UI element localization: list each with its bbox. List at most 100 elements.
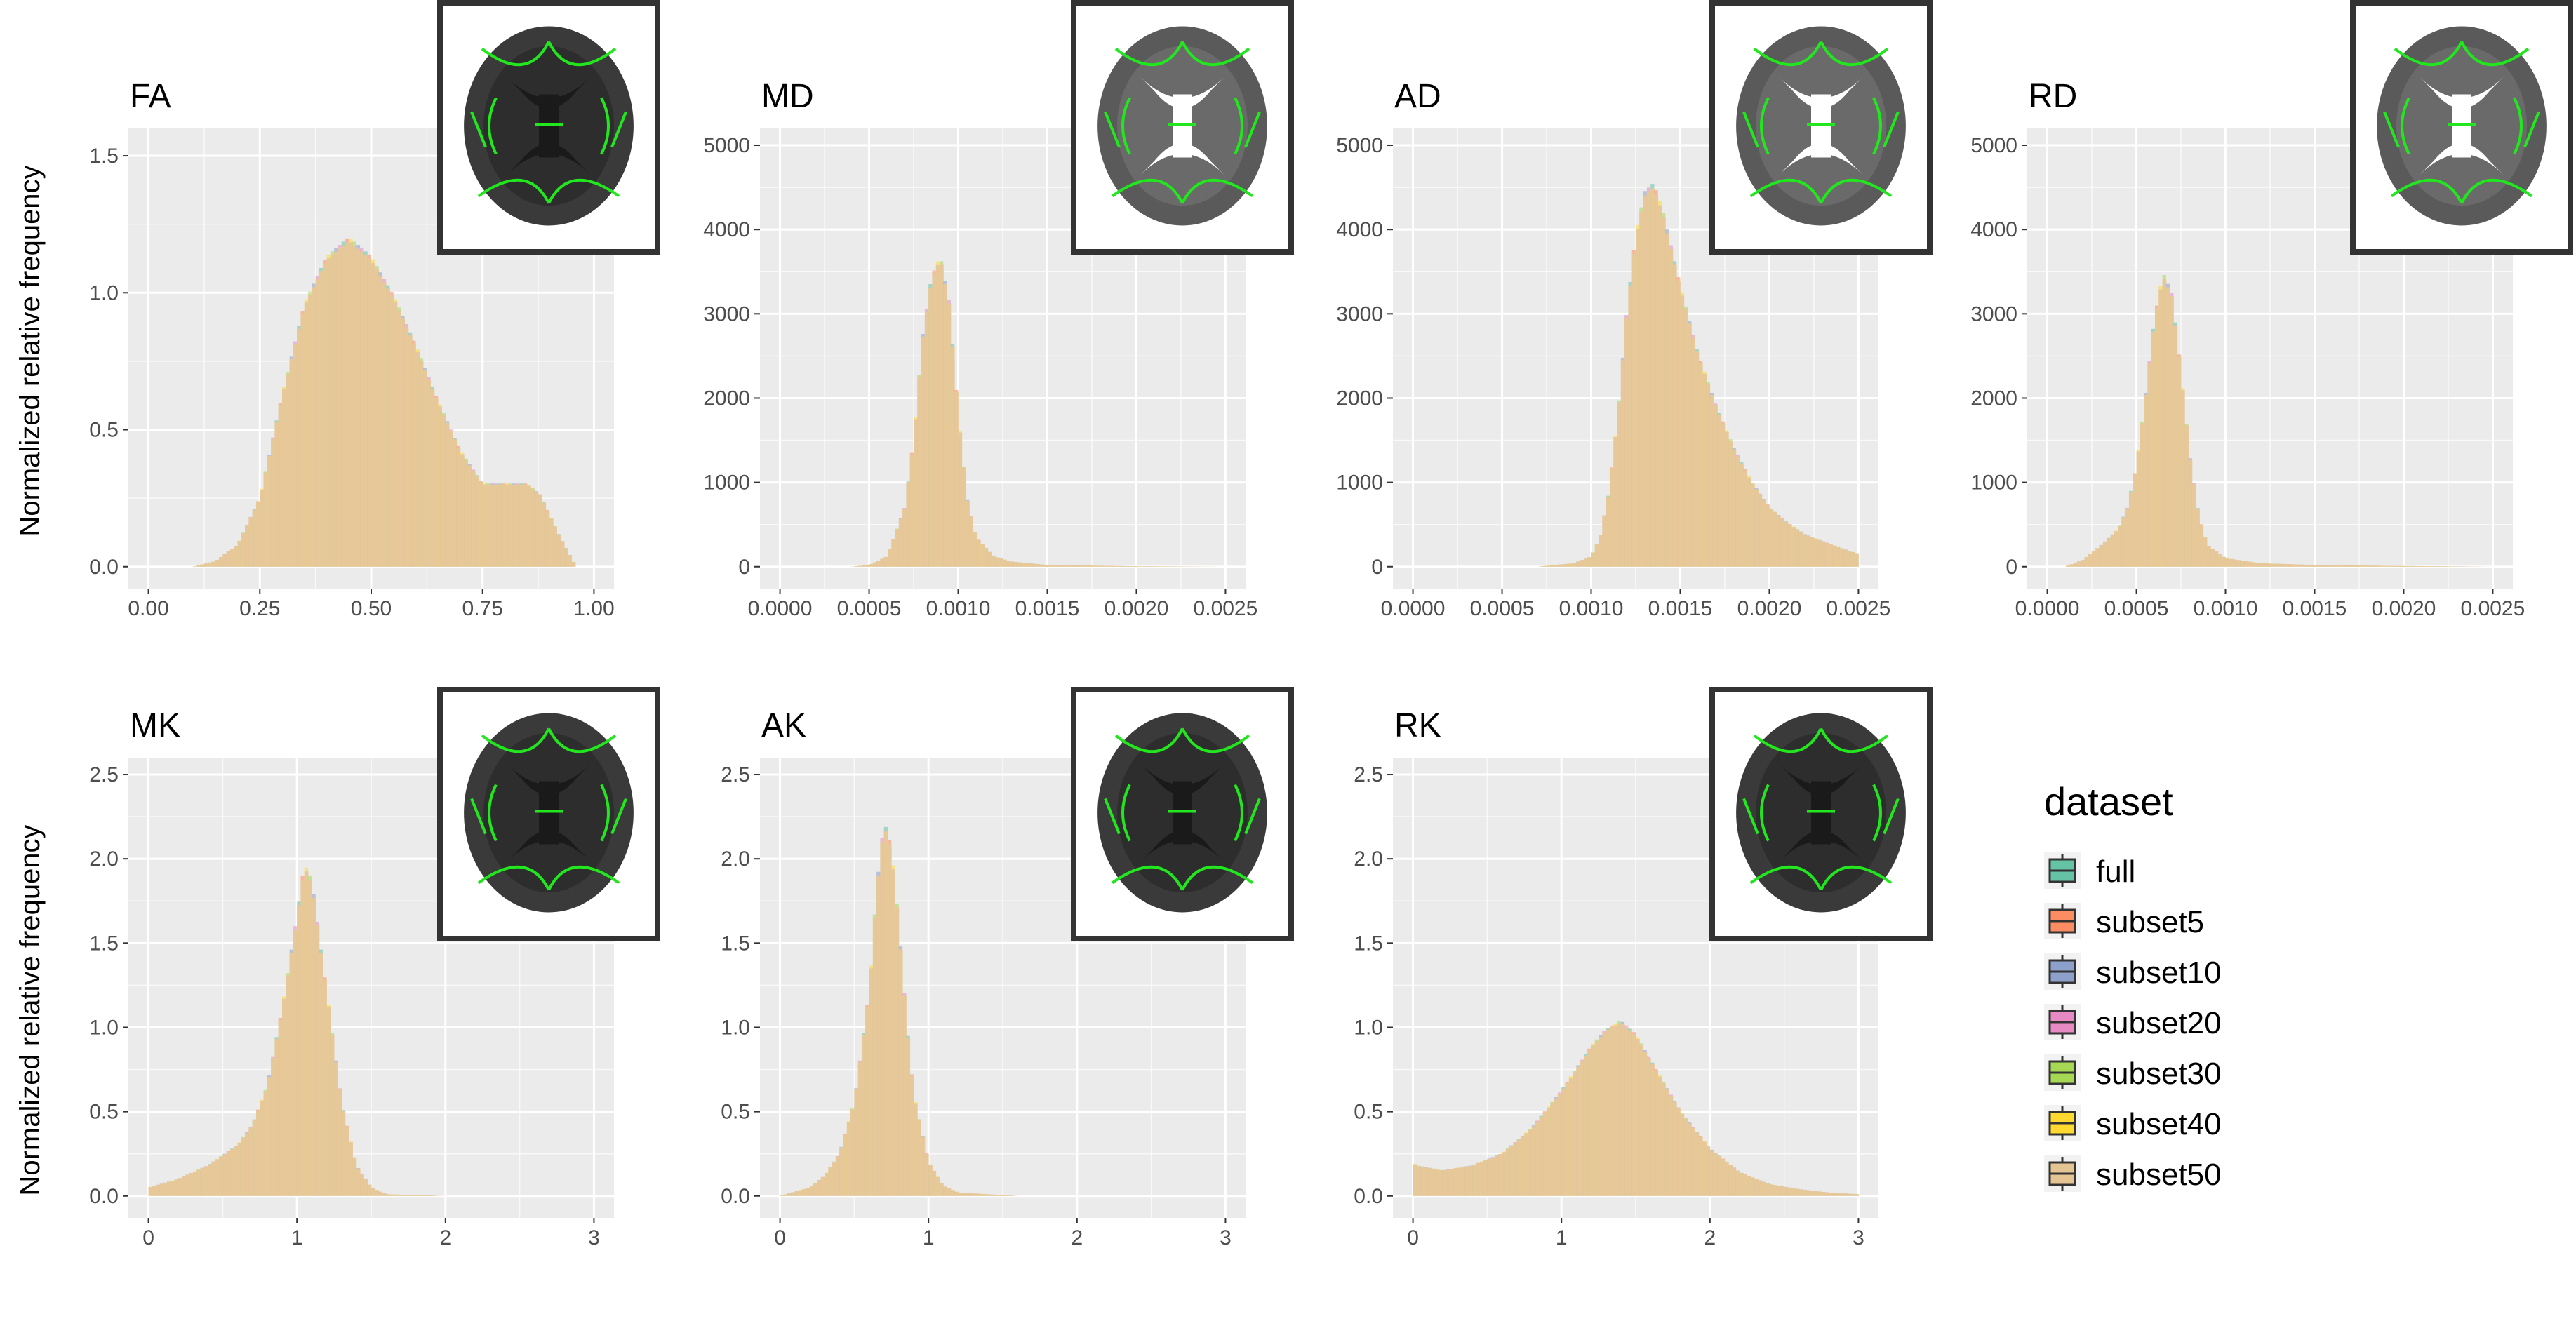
histogram-bar [876, 876, 881, 1196]
histogram-bar [1602, 516, 1607, 567]
histogram-bar [423, 1195, 427, 1196]
histogram-bar [2426, 566, 2430, 567]
histogram-bar [1798, 532, 1803, 567]
skeleton-tract [600, 97, 610, 155]
histogram-bar [940, 1183, 944, 1196]
histogram-bar [1457, 1167, 1462, 1196]
histogram-bar [966, 500, 970, 567]
skeleton-tract [1234, 97, 1243, 155]
histogram-bar [1843, 549, 1848, 567]
histogram-bar [1672, 1102, 1677, 1196]
histogram-bar [1069, 565, 1074, 567]
legend-label: subset50 [2096, 1158, 2222, 1192]
histogram-bar [255, 502, 260, 567]
histogram-bar [1646, 192, 1651, 567]
histogram-bar [1095, 565, 1100, 567]
histogram-bar [1855, 553, 1859, 567]
histogram-bar [2136, 451, 2141, 567]
histogram-bar [226, 1151, 231, 1196]
legend-label: subset20 [2096, 1006, 2222, 1040]
histogram-bar [430, 1195, 435, 1196]
histogram-bar [319, 271, 323, 567]
histogram-bar [2366, 565, 2371, 567]
histogram-bar [2162, 279, 2167, 567]
histogram-bar [200, 1168, 205, 1196]
histogram-bar [1609, 1027, 1614, 1196]
histogram-bar [880, 842, 885, 1196]
histogram-bar [1476, 1163, 1481, 1196]
y-tick-label: 0.5 [721, 1101, 750, 1124]
histogram-bar [1810, 1191, 1815, 1196]
histogram-bar [1102, 565, 1107, 567]
histogram-bar [289, 952, 294, 1196]
histogram-bar [2243, 561, 2248, 567]
histogram-bar [1743, 1174, 1748, 1196]
histogram-bar [479, 481, 483, 567]
histogram-bar [274, 422, 279, 567]
histogram-bar [564, 548, 568, 567]
legend-label: full [2096, 854, 2135, 889]
histogram-bar [1777, 515, 1781, 567]
histogram-bar [895, 529, 900, 567]
histogram-bar [1836, 546, 1841, 567]
histogram-bar [1539, 1117, 1544, 1196]
histogram-bar [2389, 565, 2393, 567]
legend-label: subset40 [2096, 1107, 2222, 1141]
histogram-bar [2233, 559, 2237, 567]
histogram-bar [932, 1171, 937, 1196]
histogram-bar [843, 1134, 848, 1196]
x-tick-label: 0.0005 [2104, 597, 2169, 620]
histogram-bar [1468, 1165, 1473, 1196]
histogram-bar [1709, 394, 1714, 567]
histogram-bar [315, 925, 320, 1196]
histogram-bar [880, 558, 885, 567]
histogram-bar [1587, 1050, 1591, 1196]
brain-slice-inset [1071, 0, 1294, 255]
histogram-bar [2318, 565, 2323, 567]
y-tick-label: 0 [1371, 556, 1383, 579]
y-tick-label: 5000 [1336, 134, 1383, 157]
histogram-bar [2066, 565, 2070, 567]
histogram-bar [832, 1162, 836, 1196]
histogram-bar [1791, 527, 1796, 567]
histogram-bar [200, 564, 205, 567]
histogram-bar [924, 311, 929, 567]
histogram-bar [1062, 565, 1067, 567]
histogram-bar [2225, 558, 2230, 567]
histogram-bar [987, 552, 992, 567]
histogram-bar [876, 561, 881, 567]
y-tick-label: 1000 [1336, 471, 1383, 495]
x-tick-label: 0.0020 [2372, 597, 2436, 620]
x-tick-label: 0.0025 [2461, 597, 2525, 620]
histogram-bar [229, 1149, 234, 1196]
histogram-bar [1133, 566, 1137, 567]
histogram-bar [1613, 1025, 1617, 1196]
histogram-bar [349, 242, 353, 567]
y-tick-label: 3000 [1970, 302, 2017, 326]
y-tick-label: 1.5 [1354, 932, 1383, 955]
histogram-bar [1547, 565, 1551, 567]
histogram-bar [846, 1122, 851, 1196]
histogram-bar [917, 1120, 922, 1196]
skeleton-tract [1753, 727, 1822, 753]
histogram-bar [196, 565, 201, 567]
histogram-bar [2088, 554, 2093, 567]
histogram-bar [1416, 1166, 1421, 1196]
histogram-bar [382, 282, 387, 567]
histogram-bar [1688, 1123, 1692, 1196]
skeleton-tract [610, 111, 627, 148]
histogram-bar [2128, 492, 2133, 567]
histogram-bar [854, 1089, 859, 1196]
histogram-bar [2207, 546, 2211, 567]
histogram-bar [1424, 1167, 1429, 1196]
histogram-bar [1624, 1027, 1629, 1196]
skeleton-tract [1114, 41, 1184, 67]
histogram-bar [839, 1147, 843, 1196]
skeleton-tract [1181, 865, 1254, 891]
histogram-bar [1498, 1154, 1502, 1196]
histogram-bar [289, 358, 294, 567]
histogram-bar [2400, 565, 2404, 567]
y-tick-label: 5000 [1970, 134, 2017, 157]
histogram-bar [976, 1193, 981, 1196]
histogram-bar [2073, 563, 2078, 567]
